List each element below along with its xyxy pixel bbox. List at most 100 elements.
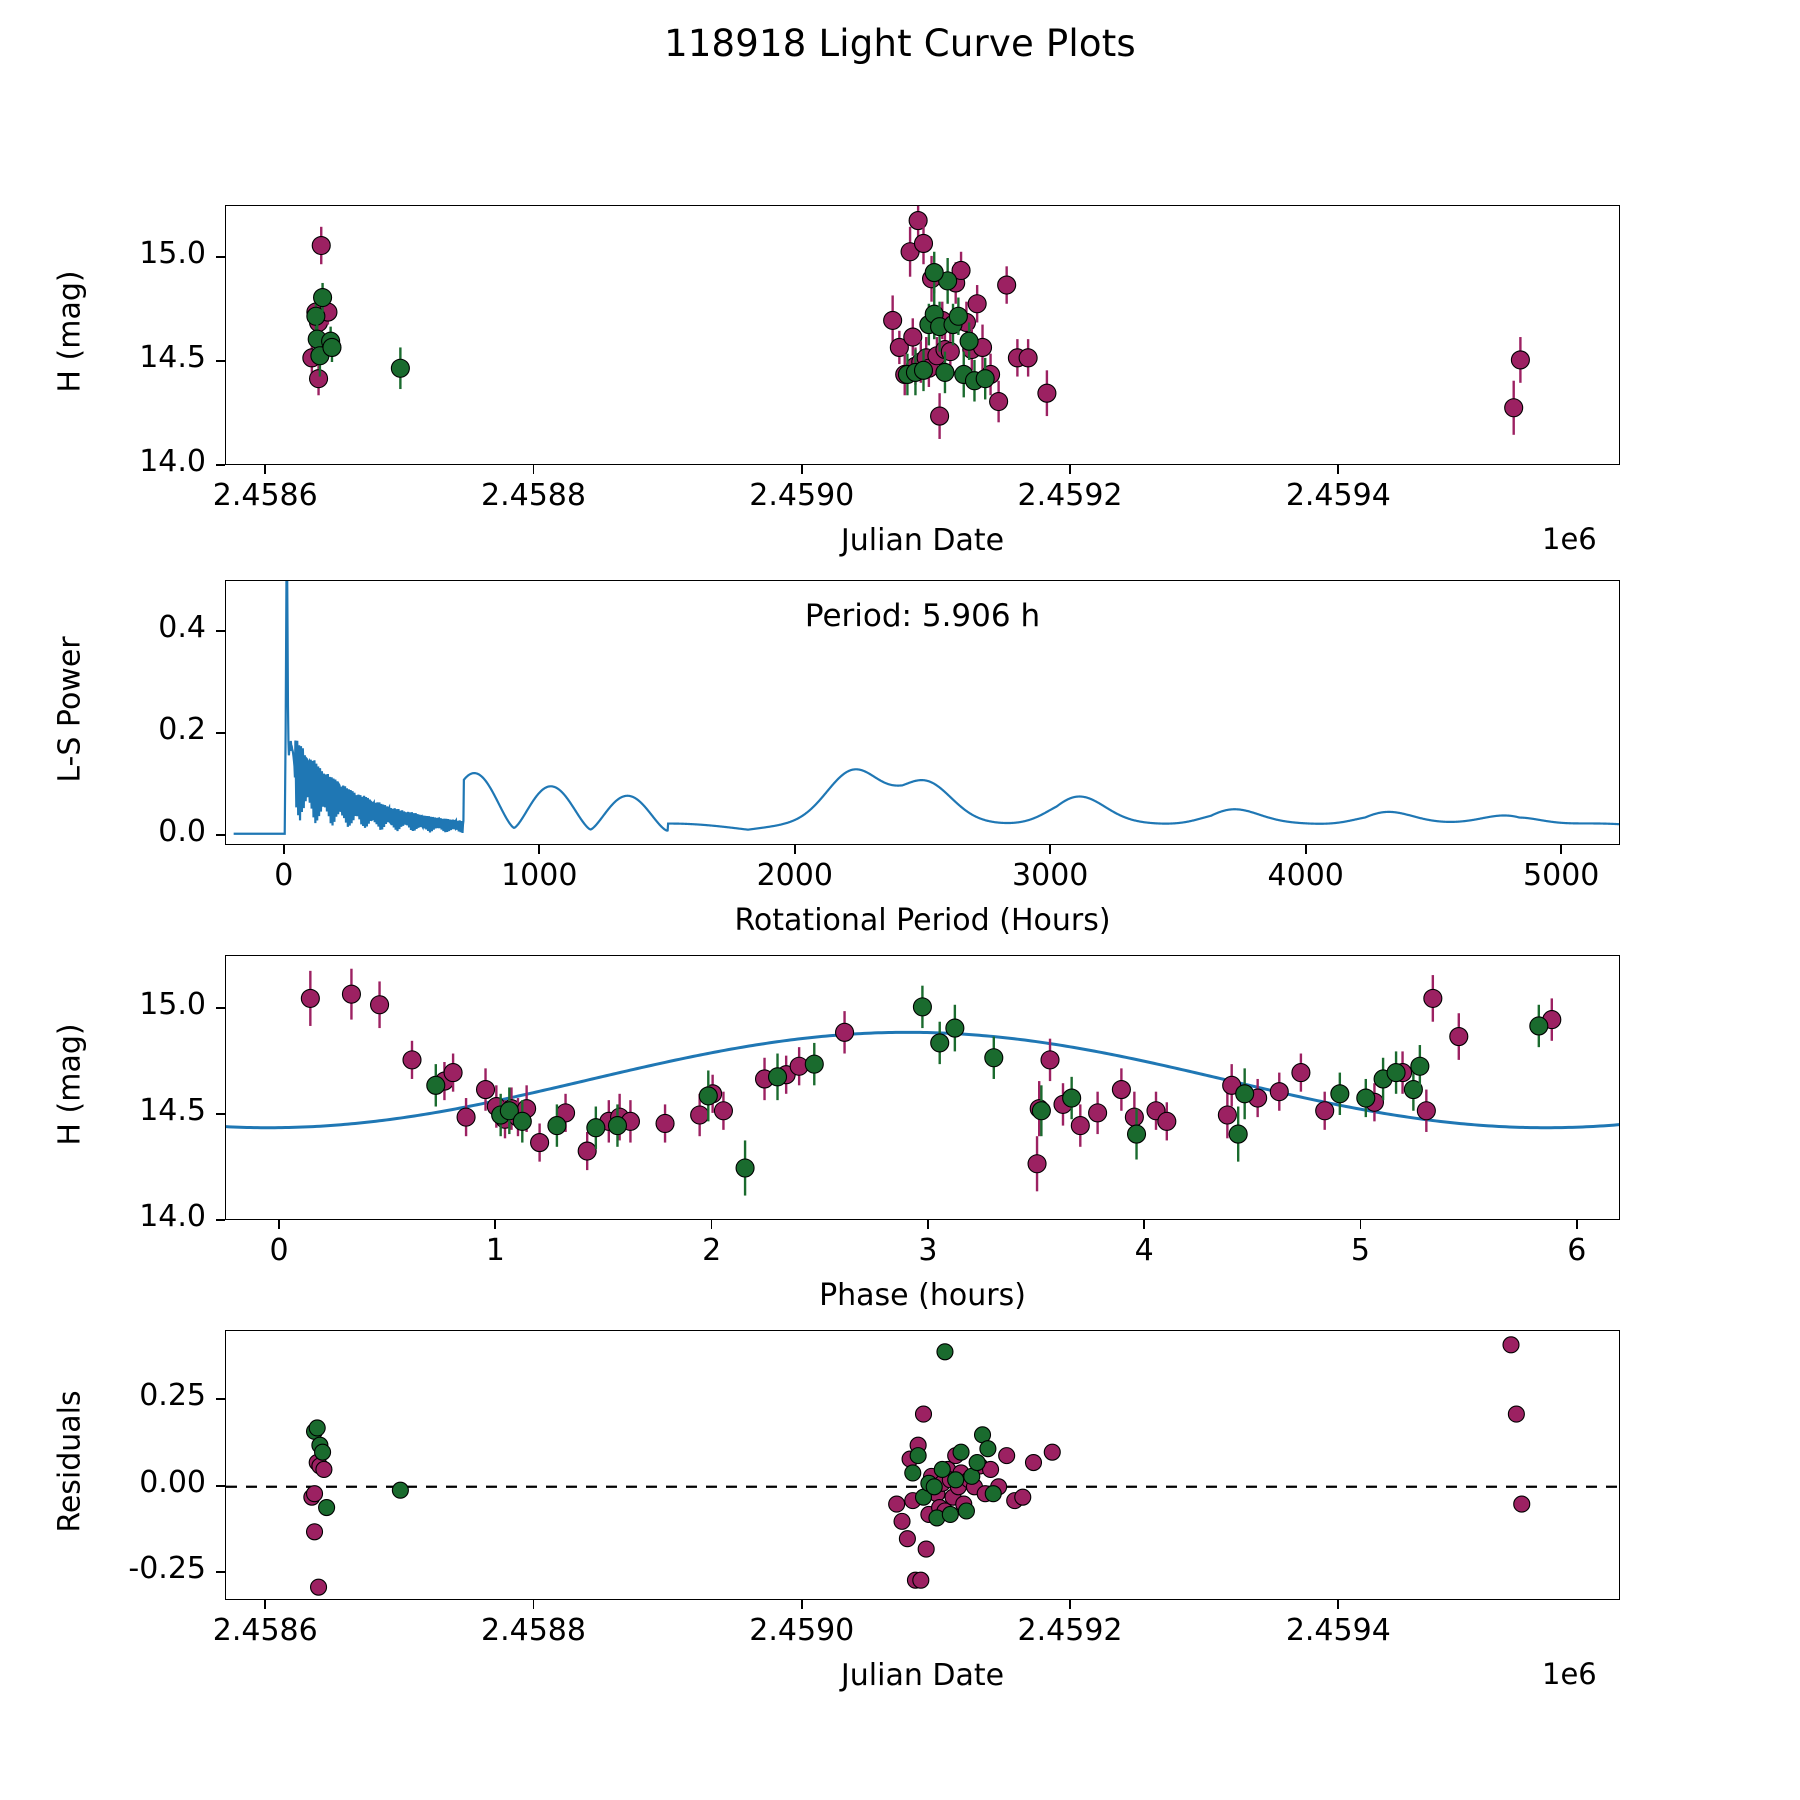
data-point — [577, 1141, 597, 1161]
data-point — [914, 1405, 933, 1423]
data-point — [1315, 1101, 1335, 1121]
data-point — [1504, 398, 1524, 418]
data-point — [1037, 383, 1057, 403]
data-point — [951, 260, 971, 281]
data-point — [547, 1116, 567, 1136]
data-point — [586, 1118, 606, 1138]
lightcurve-plot-area — [226, 206, 1619, 464]
x-tick-label-periodogram-5: 5000 — [1523, 858, 1600, 893]
periodogram-line — [233, 581, 1619, 835]
series-series_a-phase-folded — [300, 968, 1562, 1192]
data-point — [315, 1460, 333, 1479]
x-tick-label-phase-folded-3: 3 — [918, 1233, 938, 1268]
data-point — [698, 1086, 718, 1106]
data-point — [893, 1512, 911, 1530]
data-point — [925, 1478, 943, 1496]
x-tick-periodogram-2 — [793, 845, 796, 854]
x-tick-label-periodogram-2: 2000 — [756, 858, 833, 893]
data-point — [898, 1530, 916, 1548]
data-point — [311, 235, 331, 256]
data-point — [1529, 1016, 1549, 1036]
x-tick-label-lightcurve-0: 2.4586 — [212, 478, 318, 513]
data-point — [1126, 1124, 1147, 1144]
data-point — [767, 1067, 788, 1087]
data-point — [912, 997, 932, 1017]
y-tick-label-lightcurve-0: 14.0 — [139, 444, 206, 479]
x-tick-phase-folded-1 — [494, 1220, 497, 1229]
x-tick-label-residuals-4: 2.4594 — [1285, 1613, 1391, 1648]
periodogram-x-axis-label: Rotational Period (Hours) — [734, 903, 1111, 938]
series-series_b-lightcurve — [306, 251, 995, 402]
x-offset-text-residuals: 1e6 — [1542, 1657, 1597, 1691]
data-point — [1423, 988, 1443, 1008]
x-tick-residuals-1 — [532, 1600, 535, 1609]
data-point — [936, 1343, 954, 1361]
data-point — [456, 1107, 476, 1127]
y-tick-label-phase-folded-1: 14.5 — [139, 1093, 206, 1128]
data-point — [309, 369, 329, 389]
data-point — [305, 1523, 324, 1541]
data-point — [913, 360, 934, 380]
data-point — [391, 1481, 409, 1499]
data-point — [952, 1443, 970, 1461]
y-tick-label-residuals-2: 0.25 — [139, 1378, 206, 1414]
data-point — [310, 1578, 328, 1596]
x-tick-label-phase-folded-6: 6 — [1567, 1233, 1587, 1268]
data-point — [402, 1050, 422, 1070]
data-point — [512, 1111, 532, 1131]
data-point — [341, 984, 361, 1004]
data-point — [933, 1460, 951, 1479]
x-tick-lightcurve-0 — [264, 465, 267, 474]
y-tick-lightcurve-1 — [216, 360, 225, 362]
y-tick-residuals-2 — [216, 1398, 225, 1401]
data-point — [1027, 1154, 1047, 1174]
x-tick-label-phase-folded-0: 0 — [269, 1233, 289, 1268]
x-tick-label-lightcurve-1: 2.4588 — [481, 478, 586, 513]
x-tick-label-periodogram-1: 1000 — [501, 858, 578, 893]
data-point — [909, 1447, 927, 1465]
data-point — [443, 1063, 463, 1083]
x-tick-phase-folded-3 — [927, 1220, 929, 1229]
data-point — [997, 275, 1017, 295]
data-point — [804, 1054, 824, 1074]
data-point — [1031, 1101, 1051, 1121]
data-point — [1217, 1105, 1237, 1125]
data-point — [530, 1133, 550, 1153]
residuals-x-axis-label: Julian Date — [840, 1658, 1005, 1693]
x-tick-residuals-4 — [1337, 1600, 1340, 1609]
y-tick-periodogram-0 — [216, 833, 225, 836]
x-tick-periodogram-4 — [1304, 845, 1307, 854]
panel-periodogram — [225, 580, 1620, 845]
data-point — [903, 327, 923, 347]
y-tick-phase-folded-2 — [216, 1007, 225, 1009]
data-point — [1235, 1084, 1255, 1104]
periodogram-svg — [233, 581, 1619, 835]
data-point — [305, 1485, 324, 1503]
data-point — [945, 1018, 965, 1038]
data-point — [930, 406, 950, 426]
data-point — [1018, 348, 1038, 368]
y-tick-label-residuals-1: 0.00 — [139, 1464, 206, 1500]
x-tick-label-periodogram-3: 3000 — [1012, 858, 1089, 893]
data-point — [1356, 1088, 1376, 1108]
data-point — [835, 1022, 855, 1042]
x-tick-periodogram-1 — [538, 845, 541, 854]
x-tick-periodogram-5 — [1560, 845, 1563, 854]
residuals-svg — [226, 1336, 1619, 1596]
data-point — [475, 1080, 496, 1100]
x-tick-phase-folded-4 — [1143, 1220, 1146, 1229]
y-tick-periodogram-1 — [216, 732, 225, 734]
y-tick-label-periodogram-0: 0.0 — [158, 813, 206, 849]
x-tick-label-phase-folded-2: 2 — [702, 1233, 722, 1268]
data-point — [935, 362, 955, 382]
x-tick-label-lightcurve-2: 2.4590 — [749, 478, 855, 513]
periodogram-plot-area — [226, 581, 1619, 844]
data-point — [998, 1447, 1016, 1465]
x-tick-phase-folded-6 — [1575, 1220, 1578, 1229]
data-point — [426, 1075, 446, 1095]
data-point — [930, 1033, 950, 1053]
x-tick-lightcurve-1 — [532, 465, 535, 474]
data-point — [1513, 1495, 1531, 1513]
x-offset-text-lightcurve: 1e6 — [1542, 522, 1597, 556]
y-tick-label-periodogram-1: 0.2 — [158, 711, 206, 747]
